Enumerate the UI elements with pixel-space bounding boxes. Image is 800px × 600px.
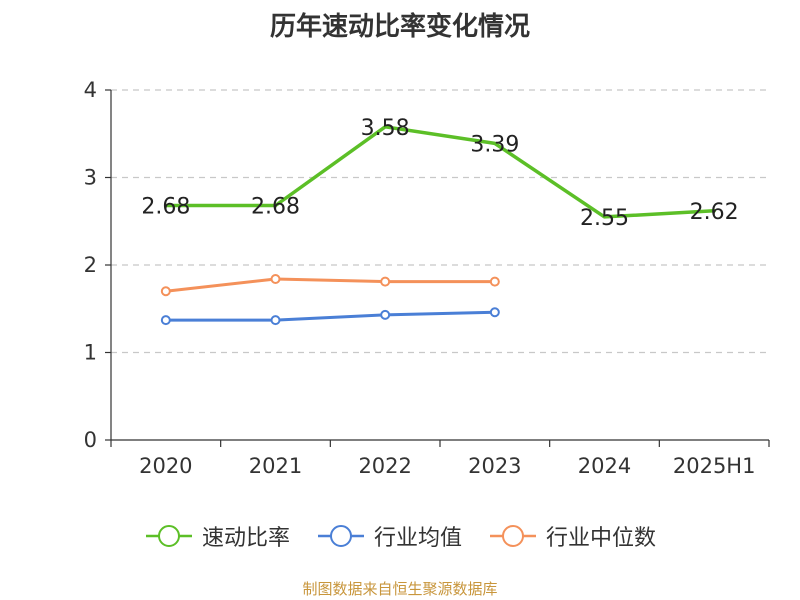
x-tick-label: 2024 (578, 454, 631, 478)
chart-title: 历年速动比率变化情况 (269, 12, 530, 42)
legend-label: 行业中位数 (546, 526, 657, 551)
legend-circle (157, 525, 180, 547)
legend-marker-icon (317, 525, 364, 547)
legend-marker-icon (145, 525, 192, 547)
x-tick-label: 2020 (139, 454, 192, 478)
data-point (270, 315, 281, 326)
y-tick-label: 2 (84, 253, 97, 277)
x-tick-label: 2021 (249, 454, 302, 478)
y-tick-label: 1 (84, 341, 97, 365)
series-layer (160, 125, 716, 326)
legend-item[interactable]: 速动比率 (144, 520, 290, 552)
legend-circle (329, 525, 352, 547)
data-point (270, 274, 281, 284)
data-label: 3.39 (470, 132, 519, 157)
legend-circle (502, 525, 524, 547)
data-label: 2.68 (141, 195, 190, 220)
legend-label: 行业均值 (373, 526, 462, 551)
data-point (380, 309, 391, 320)
y-tick-label: 0 (84, 428, 97, 452)
data-point (489, 276, 500, 287)
y-tick-label: 3 (84, 166, 97, 190)
legend: 速动比率 行业均值 行业中位数 (0, 520, 800, 552)
data-label: 2.62 (690, 200, 739, 225)
data-label: 2.68 (251, 195, 300, 220)
data-point (489, 307, 500, 318)
legend-item[interactable]: 行业均值 (316, 520, 462, 552)
series-line (164, 310, 497, 322)
legend-label: 速动比率 (201, 526, 290, 551)
legend-marker-icon (490, 525, 536, 547)
legend-item[interactable]: 行业中位数 (488, 520, 656, 552)
series-line (164, 125, 716, 219)
y-tick-label: 4 (84, 78, 97, 102)
x-tick-label: 2023 (468, 454, 521, 478)
data-point (380, 276, 391, 287)
source-note: 制图数据来自恒生聚源数据库 (302, 580, 498, 598)
data-label: 3.58 (361, 116, 410, 141)
data-label-layer: 2.68 2.68 3.58 3.39 2.55 2.62 (141, 116, 738, 231)
data-point (160, 286, 171, 297)
x-tick-label: 2025H1 (673, 454, 756, 478)
data-label: 2.55 (580, 206, 629, 231)
series-line (164, 277, 497, 293)
x-tick-label: 2022 (358, 454, 411, 478)
data-point (160, 315, 171, 326)
axis-layer: 0 1 2 3 4 2020 2021 2022 2023 2024 2025H1 (84, 78, 770, 478)
